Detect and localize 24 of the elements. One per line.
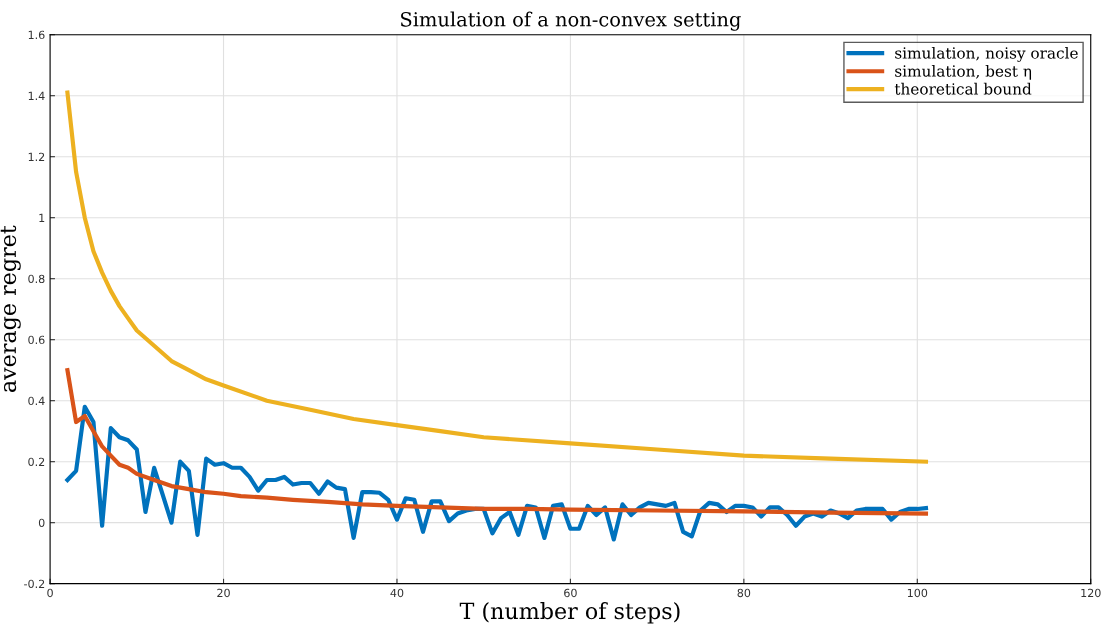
legend-label: simulation, best η: [895, 64, 1032, 80]
y-axis-title: average regret: [0, 225, 21, 393]
y-tick-label: 0.6: [28, 335, 45, 345]
line-series: [65, 368, 929, 516]
y-tick-label: 1.2: [28, 152, 45, 161]
x-tick-label: 20: [217, 588, 230, 598]
y-tick-label: 0.8: [28, 274, 45, 284]
y-tick-label: 1.6: [28, 30, 45, 40]
y-tick-label: 1: [39, 213, 45, 222]
y-tick-label: 0.2: [28, 457, 45, 467]
x-axis-title: T (number of steps): [459, 602, 680, 624]
y-tick-label: -0.2: [24, 579, 45, 589]
y-tick-label: 0.4: [28, 396, 45, 406]
x-tick-label: 120: [1081, 588, 1101, 598]
x-tick-label: 100: [907, 588, 928, 598]
y-tick-label: 1.4: [28, 91, 45, 100]
x-tick-label: 0: [47, 588, 53, 598]
y-tick-label: 0: [38, 518, 45, 528]
chart-title: Simulation of a non-convex setting: [401, 11, 741, 31]
x-tick-label: 40: [390, 588, 404, 598]
legend-label: simulation, noisy oracle: [895, 46, 1078, 62]
x-tick-label: 60: [564, 588, 577, 598]
x-tick-label: 80: [737, 588, 751, 598]
legend-label: theoretical bound: [894, 82, 1032, 95]
